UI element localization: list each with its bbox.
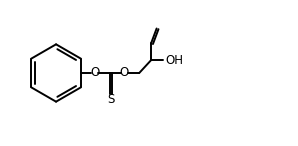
Text: OH: OH: [165, 54, 184, 67]
Text: O: O: [90, 66, 99, 80]
Text: S: S: [107, 93, 115, 106]
Text: O: O: [120, 66, 129, 80]
